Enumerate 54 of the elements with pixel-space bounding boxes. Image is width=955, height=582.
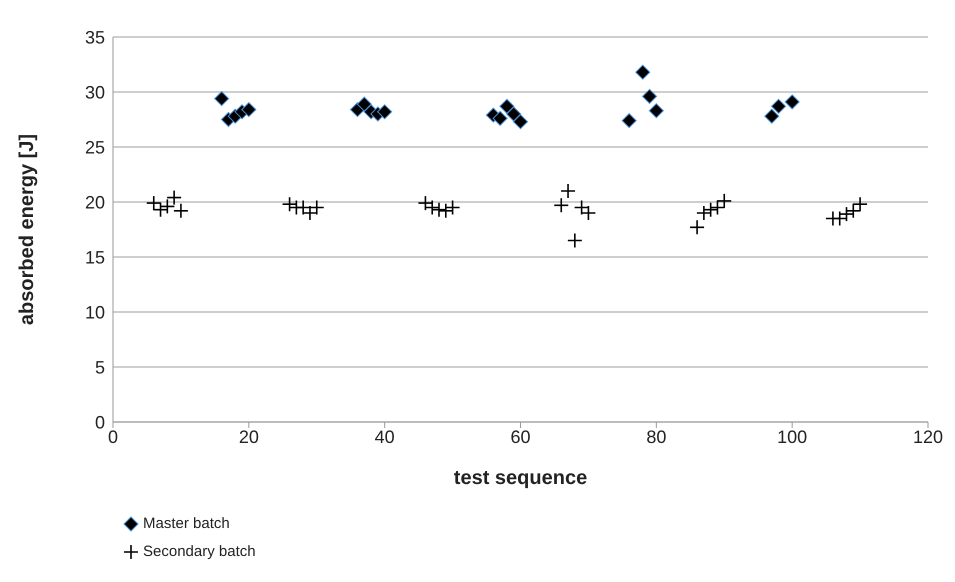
point <box>710 200 726 216</box>
y-tick-label: 25 <box>84 137 105 158</box>
point <box>716 193 732 209</box>
point <box>764 108 780 124</box>
y-tick-label: 20 <box>84 192 105 212</box>
point <box>622 113 637 128</box>
point <box>438 203 454 219</box>
x-tick-label: 80 <box>646 426 666 447</box>
point <box>567 232 583 248</box>
point <box>852 196 868 212</box>
point <box>784 94 800 110</box>
legend-label: Master batch <box>143 514 230 534</box>
point <box>444 200 460 216</box>
point <box>635 64 650 80</box>
x-tick-label: 20 <box>238 426 259 447</box>
point <box>838 206 854 222</box>
point <box>214 91 230 106</box>
point <box>356 96 372 112</box>
point <box>160 198 176 214</box>
point <box>506 106 522 122</box>
point <box>241 102 256 118</box>
y-tick-label: 35 <box>84 27 105 48</box>
point <box>513 114 528 130</box>
point <box>377 104 392 120</box>
y-tick-label: 30 <box>84 82 105 102</box>
x-tick-label: 100 <box>777 426 808 447</box>
y-tick-label: 10 <box>84 302 105 322</box>
y-tick-label: 5 <box>94 357 105 378</box>
y-tick-label: 15 <box>84 247 105 268</box>
x-tick-label: 0 <box>108 426 118 447</box>
x-tick-label: 120 <box>912 426 944 447</box>
point <box>642 88 658 104</box>
point <box>689 220 705 236</box>
x-axis-title: test sequence <box>454 467 588 489</box>
point <box>702 202 718 218</box>
point <box>553 198 570 214</box>
point <box>166 190 182 206</box>
y-tick-label: 0 <box>94 412 105 432</box>
y-axis-title: absorbed energy [J] <box>16 134 38 326</box>
x-tick-label: 40 <box>374 426 395 447</box>
point <box>282 196 298 212</box>
point <box>499 98 514 114</box>
point <box>648 103 664 118</box>
legend-label: Secondary batch <box>143 542 256 562</box>
point <box>696 205 712 221</box>
point <box>431 202 447 218</box>
point <box>832 210 848 226</box>
point <box>308 200 325 216</box>
point <box>845 203 862 219</box>
point <box>560 183 576 199</box>
point <box>492 110 508 126</box>
point <box>771 98 786 114</box>
point <box>173 203 189 219</box>
x-tick-label: 60 <box>510 426 531 447</box>
